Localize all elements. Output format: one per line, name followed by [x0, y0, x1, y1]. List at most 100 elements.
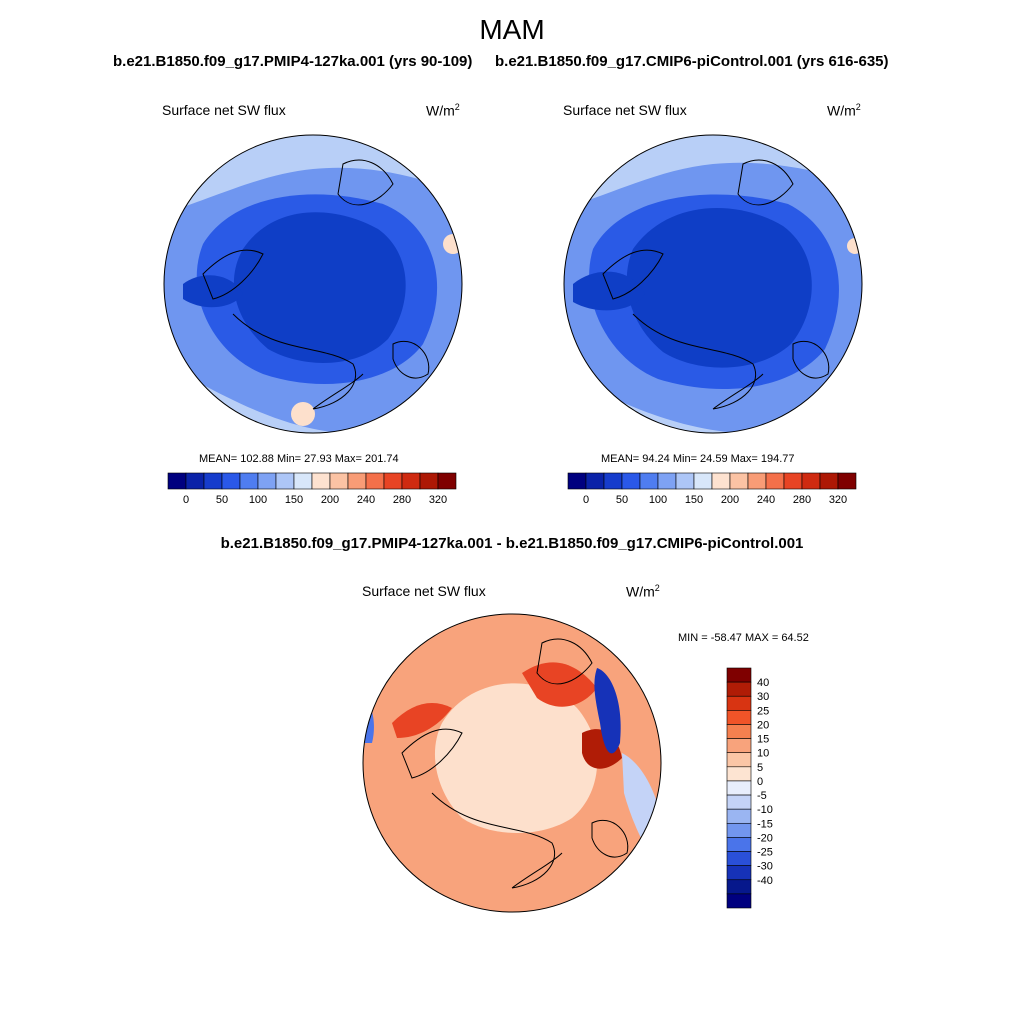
- right-variable-label: Surface net SW flux: [563, 102, 687, 118]
- colorbar-swatch: [783, 472, 803, 490]
- colorbar-swatch: [675, 472, 695, 490]
- colorbar-tick-label: 280: [393, 494, 411, 506]
- colorbar-swatch: [185, 472, 205, 490]
- diff-units-label: W/m2: [626, 583, 660, 600]
- colorbar-swatch: [621, 472, 641, 490]
- diff-variable-label: Surface net SW flux: [362, 583, 486, 599]
- colorbar-tick-label: 10: [757, 748, 769, 760]
- colorbar-tick-label: -25: [757, 847, 773, 859]
- colorbar-swatch: [729, 472, 749, 490]
- colorbar-swatch: [726, 681, 752, 697]
- right-panel-title: b.e21.B1850.f09_g17.CMIP6-piControl.001 …: [495, 53, 889, 70]
- colorbar-tick-label: -5: [757, 790, 767, 802]
- colorbar-swatch: [726, 667, 752, 683]
- left-stats: MEAN= 102.88 Min= 27.93 Max= 201.74: [199, 453, 399, 465]
- left-variable-label: Surface net SW flux: [162, 102, 286, 118]
- colorbar-swatch: [726, 851, 752, 866]
- deep-blue-region: [573, 271, 645, 311]
- colorbar-tick-label: 0: [757, 776, 763, 788]
- colorbar-tick-label: 280: [793, 494, 811, 506]
- diff-colorbar: 40 30 25 20 15 10 5 0 -5 -10 -15 -20 -25 -30 -40: [726, 667, 773, 909]
- coastline: [737, 159, 794, 206]
- colorbar-tick-label: 200: [721, 494, 739, 506]
- colorbar-tick-label: 320: [429, 494, 447, 506]
- colorbar-swatch: [726, 752, 752, 768]
- colorbar-swatch: [726, 865, 752, 881]
- left-units-label: W/m2: [426, 102, 460, 119]
- diff-panel-title: b.e21.B1850.f09_g17.PMIP4-127ka.001 - b.…: [220, 535, 804, 552]
- colorbar-tick-label: 150: [285, 494, 303, 506]
- colorbar-swatch: [726, 879, 752, 895]
- negative-region: [363, 693, 374, 743]
- coastline: [632, 313, 764, 410]
- left-polar-map: [163, 134, 463, 434]
- colorbar-swatch: [801, 472, 821, 490]
- colorbar-swatch: [329, 472, 349, 490]
- left-panel-title: b.e21.B1850.f09_g17.PMIP4-127ka.001 (yrs…: [113, 53, 473, 70]
- colorbar-swatch: [837, 472, 857, 490]
- colorbar-swatch: [603, 472, 623, 490]
- colorbar-swatch: [693, 472, 713, 490]
- colorbar-swatch: [657, 472, 677, 490]
- colorbar-swatch: [726, 780, 752, 796]
- colorbar-tick-label: 15: [757, 734, 769, 746]
- colorbar-swatch: [726, 808, 752, 824]
- diff-stats: MIN = -58.47 MAX = 64.52: [678, 632, 809, 644]
- colorbar-swatch: [437, 472, 457, 490]
- colorbar-swatch: [221, 472, 241, 490]
- colorbar-swatch: [567, 472, 587, 490]
- colorbar-swatch: [365, 472, 385, 490]
- coastline: [392, 340, 430, 379]
- colorbar-tick-label: 5: [757, 762, 763, 774]
- right-colorbar: 0 50 100 150 200 240 280 320: [567, 472, 857, 506]
- deep-blue-region: [183, 275, 243, 308]
- coastline: [602, 249, 664, 300]
- colorbar-swatch: [419, 472, 439, 490]
- deep-blue-region: [626, 207, 812, 368]
- colorbar-swatch: [293, 472, 313, 490]
- colorbar-tick-label: 40: [757, 677, 769, 689]
- colorbar-tick-label: -40: [757, 875, 773, 887]
- warm-patch: [291, 402, 315, 426]
- map-boundary: [563, 134, 863, 434]
- colorbar-swatch: [711, 472, 731, 490]
- colorbar-swatch: [275, 472, 295, 490]
- colorbar-swatch: [311, 472, 331, 490]
- colorbar-swatch: [765, 472, 785, 490]
- coastline: [202, 249, 264, 300]
- colorbar-tick-label: 0: [183, 494, 189, 506]
- colorbar-swatch: [726, 724, 752, 739]
- colorbar-swatch: [257, 472, 277, 490]
- right-units-label: W/m2: [827, 102, 861, 119]
- colorbar-tick-label: 240: [357, 494, 375, 506]
- colorbar-tick-label: -10: [757, 804, 773, 816]
- colorbar-tick-label: 0: [583, 494, 589, 506]
- colorbar-tick-label: -15: [757, 818, 773, 830]
- map-boundary: [163, 134, 463, 434]
- colorbar-swatch: [726, 766, 752, 782]
- colorbar-swatch: [819, 472, 839, 490]
- colorbar-tick-label: 20: [757, 719, 769, 731]
- warm-patch: [443, 234, 462, 254]
- colorbar-tick-label: -30: [757, 861, 773, 873]
- figure-season-title: MAM: [479, 14, 545, 45]
- colorbar-swatch: [347, 472, 367, 490]
- coastline: [337, 159, 394, 206]
- colorbar-swatch: [726, 822, 752, 838]
- pale-region: [434, 683, 598, 833]
- colorbar-swatch: [726, 695, 752, 711]
- colorbar-swatch: [203, 472, 223, 490]
- coastline: [431, 792, 563, 889]
- right-polar-map: [563, 134, 863, 434]
- colorbar-swatch: [726, 738, 752, 754]
- coastline: [401, 728, 463, 779]
- colorbar-tick-label: 50: [616, 494, 628, 506]
- colorbar-swatch: [726, 794, 752, 810]
- left-colorbar: 0 50 100 150 200 240 280 320: [167, 472, 457, 506]
- right-stats: MEAN= 94.24 Min= 24.59 Max= 194.77: [601, 453, 795, 465]
- colorbar-tick-label: 25: [757, 705, 769, 717]
- colorbar-tick-label: 240: [757, 494, 775, 506]
- deep-blue-region: [233, 212, 406, 363]
- colorbar-tick-label: 30: [757, 691, 769, 703]
- colorbar-tick-label: 100: [649, 494, 667, 506]
